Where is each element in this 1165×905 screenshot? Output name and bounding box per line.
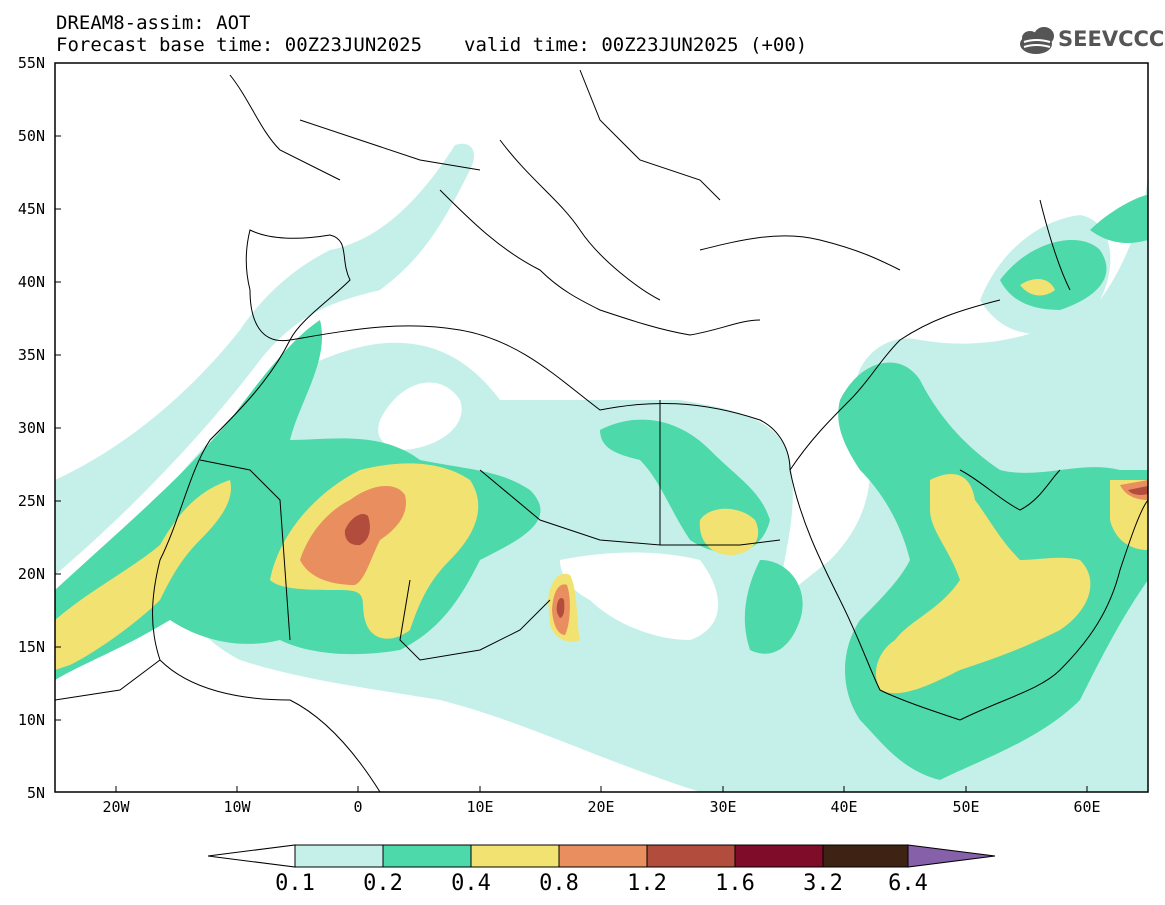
colorbar-label: 1.2 [627, 871, 667, 896]
colorbar-segment [822, 844, 909, 868]
lat-label: 40N [18, 273, 45, 291]
colorbar-label: 0.8 [539, 871, 579, 896]
colorbar [207, 844, 996, 868]
lon-label: 30E [709, 798, 736, 816]
colorbar-labels: 0.1 0.2 0.4 0.8 1.2 1.6 3.2 6.4 [275, 871, 928, 896]
logo-text: SEEVCCC [1058, 27, 1165, 51]
coastlines [55, 69, 1148, 792]
colorbar-label: 1.6 [715, 871, 755, 896]
lon-label: 10E [466, 798, 493, 816]
colorbar-label: 0.4 [451, 871, 491, 896]
colorbar-label: 6.4 [888, 871, 928, 896]
lat-label: 25N [18, 492, 45, 510]
time-info: Forecast base time: 00Z23JUN2025 valid ti… [56, 35, 807, 55]
valid-time: valid time: 00Z23JUN2025 (+00) [464, 34, 808, 56]
colorbar-right-triangle [907, 844, 996, 868]
lat-label: 45N [18, 200, 45, 218]
aot-level-1.2 [344, 486, 1148, 618]
lon-label: 20W [102, 798, 130, 816]
lat-label: 50N [18, 127, 45, 145]
colorbar-label: 0.1 [275, 871, 315, 896]
lon-label: 50E [952, 798, 979, 816]
colorbar-left-triangle [207, 844, 296, 868]
aot-clear-areas [378, 365, 840, 640]
axis-ticks [55, 62, 1088, 792]
lon-labels: 20W 10W 0 10E 20E 30E 40E 50E 60E [102, 798, 1100, 816]
lon-label: 40E [830, 798, 857, 816]
colorbar-segment [382, 844, 472, 868]
lat-label: 5N [27, 784, 45, 802]
lat-label: 35N [18, 346, 45, 364]
colorbar-segment [294, 844, 384, 868]
cloud-icon [1020, 27, 1054, 54]
map-title: DREAM8-assim: AOT [56, 12, 251, 34]
colorbar-label: 3.2 [803, 871, 843, 896]
lat-label: 15N [18, 638, 45, 656]
lon-label: 0 [353, 798, 362, 816]
lat-labels: 55N 50N 45N 40N 35N 30N 25N 20N 15N 10N … [18, 54, 45, 802]
colorbar-segment [470, 844, 560, 868]
colorbar-segment [558, 844, 648, 868]
lat-label: 10N [18, 711, 45, 729]
colorbar-segment [646, 844, 736, 868]
lon-label: 20E [587, 798, 614, 816]
colorbar-segment [734, 844, 824, 868]
lon-label: 10W [223, 798, 251, 816]
colorbar-label: 0.2 [363, 871, 403, 896]
forecast-base-time: Forecast base time: 00Z23JUN2025 [56, 34, 423, 56]
lat-label: 30N [18, 419, 45, 437]
lat-label: 20N [18, 565, 45, 583]
aot-field [55, 63, 1148, 792]
lat-label: 55N [18, 54, 45, 72]
lon-label: 60E [1073, 798, 1100, 816]
